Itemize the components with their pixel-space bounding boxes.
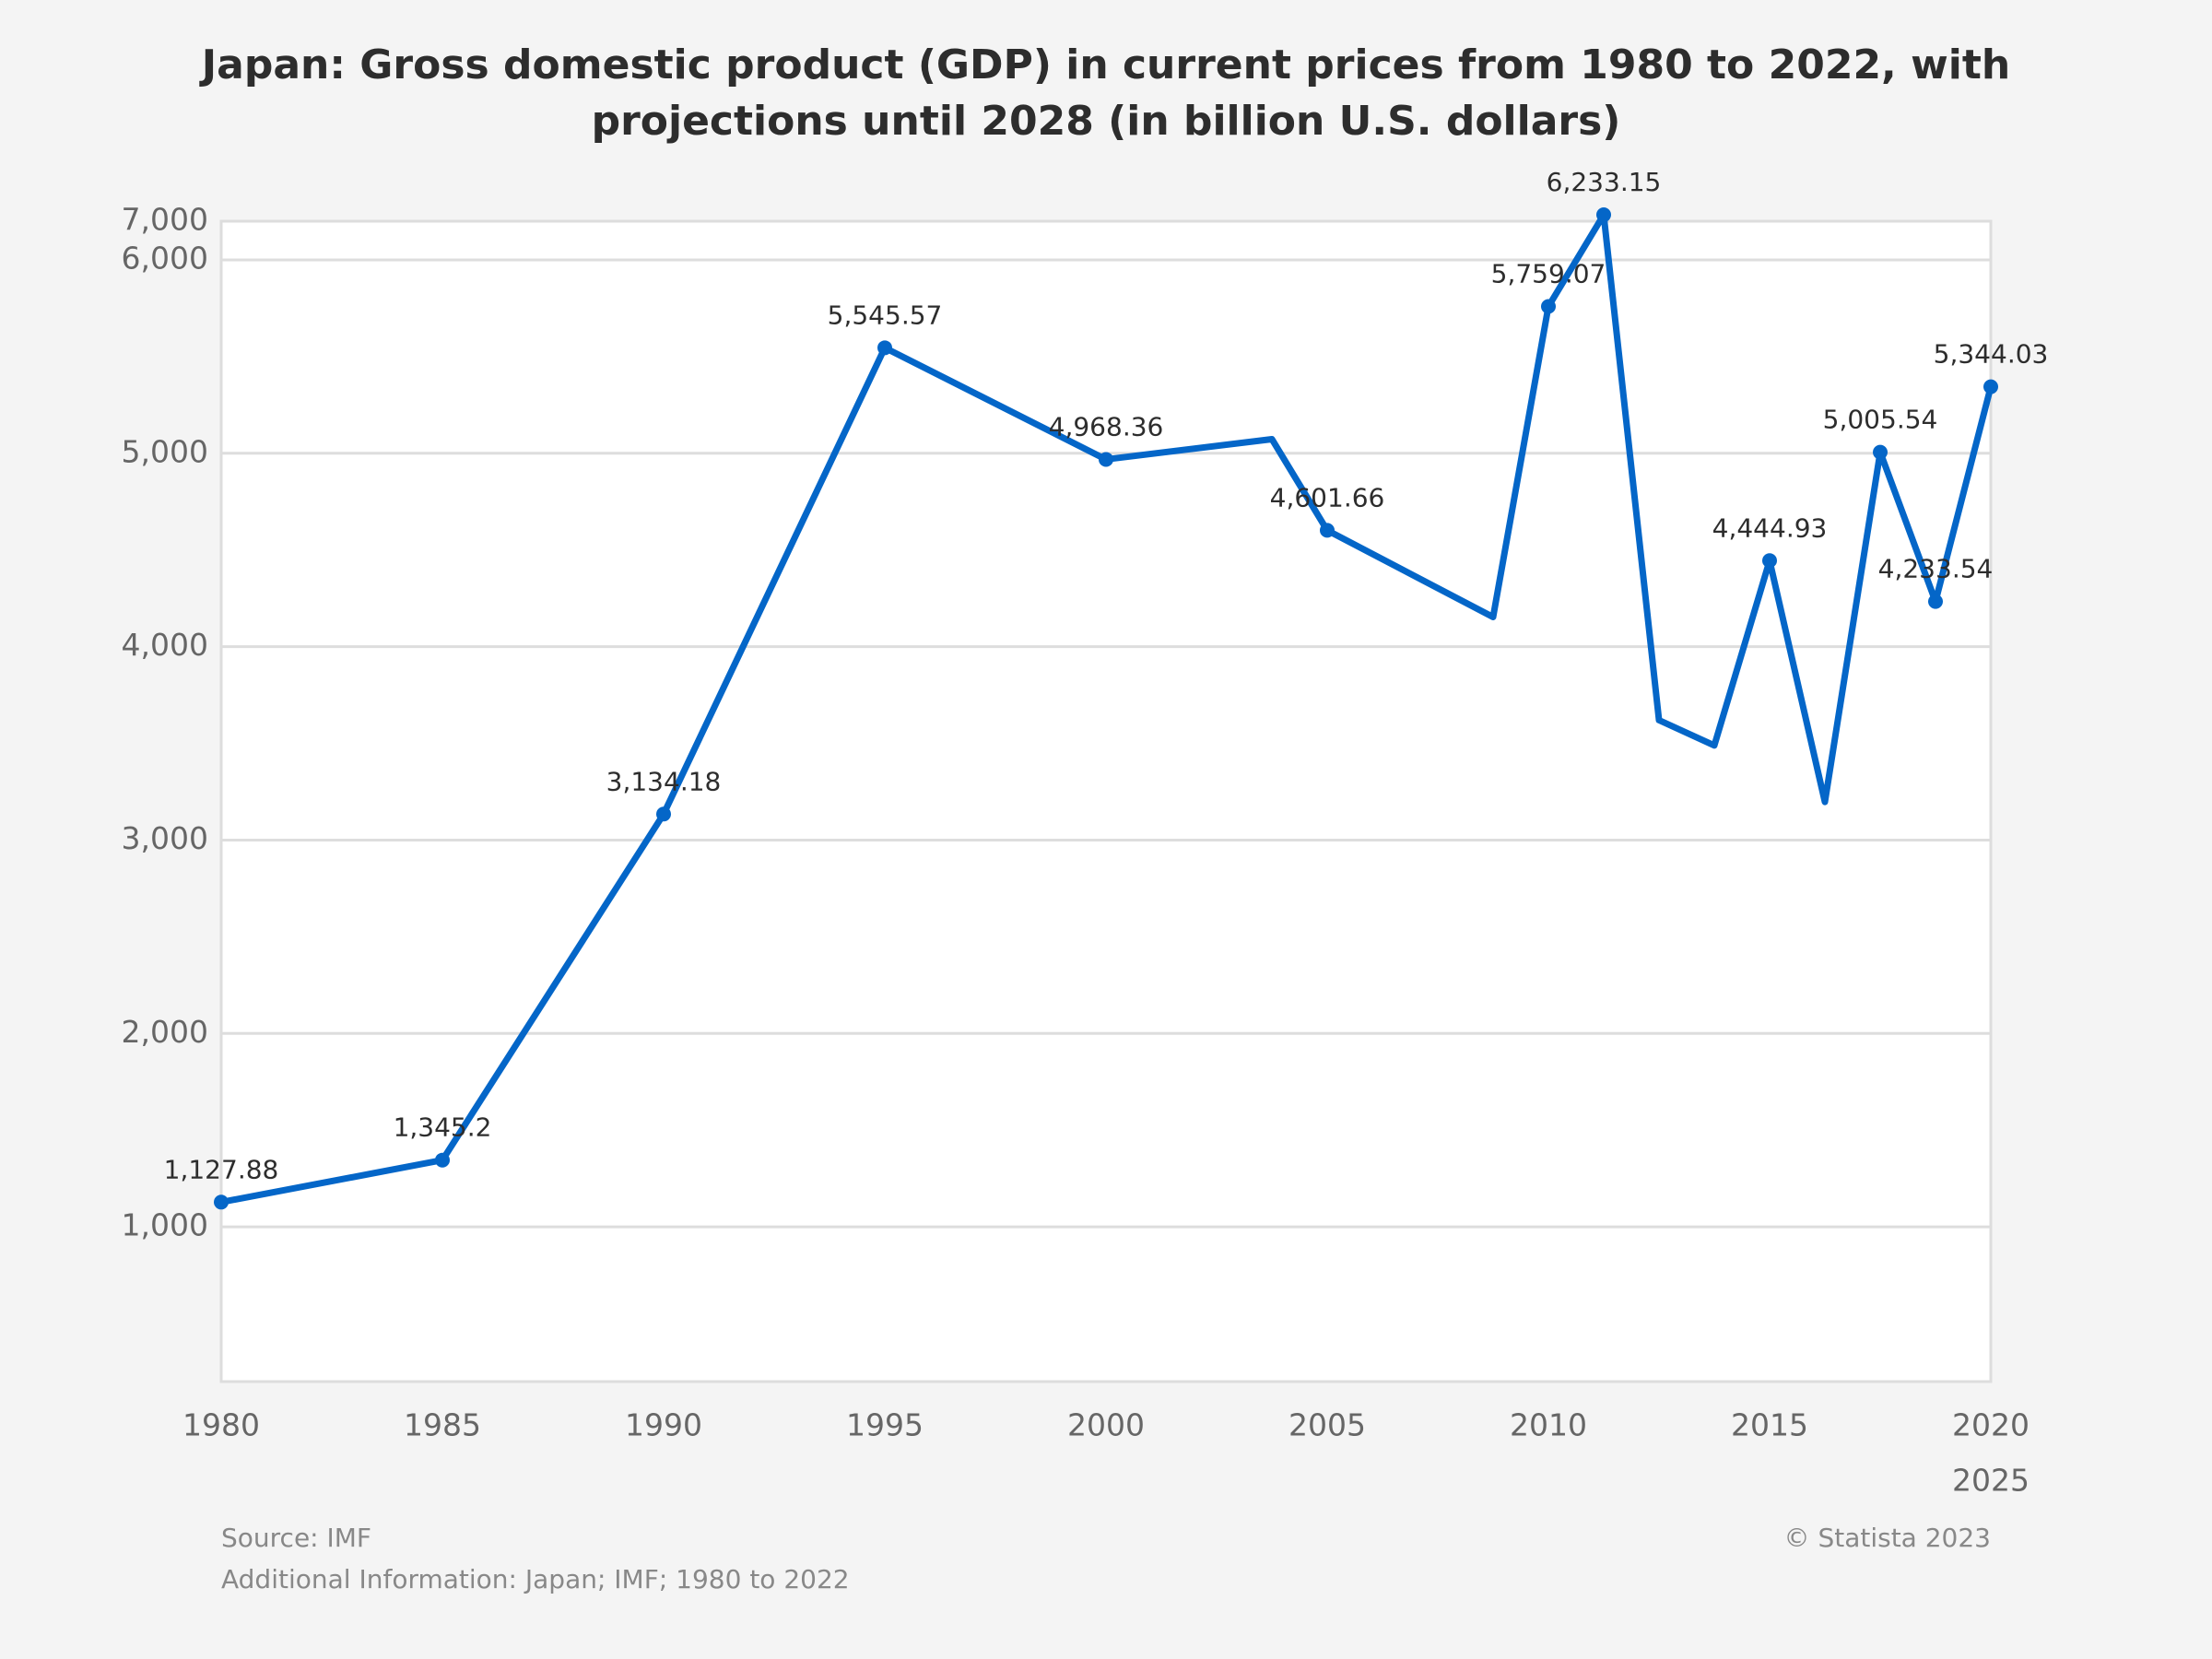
x-tick-label: 1990	[625, 1407, 702, 1443]
data-point	[1320, 523, 1335, 538]
x-tick-label: 2015	[1731, 1407, 1808, 1443]
data-point	[1541, 299, 1556, 314]
value-label: 5,545.57	[828, 300, 943, 330]
value-label: 4,968.36	[1049, 411, 1164, 441]
value-label: 5,344.03	[1934, 339, 2049, 370]
data-point	[1762, 553, 1777, 569]
x-tick-label: 2010	[1510, 1407, 1587, 1443]
value-label: 4,444.93	[1712, 512, 1828, 543]
data-point	[214, 1194, 229, 1210]
data-point	[1099, 452, 1113, 467]
data-point	[1983, 379, 1998, 394]
value-label: 1,127.88	[164, 1154, 279, 1184]
data-point	[656, 806, 671, 822]
x-tick-label: 2020	[1952, 1407, 2030, 1443]
data-point	[877, 340, 892, 356]
plot-area	[219, 219, 1993, 1383]
x-tick-label: 2025	[1952, 1463, 2030, 1499]
value-label: 5,005.54	[1823, 405, 1938, 435]
value-label: 1,345.2	[394, 1112, 492, 1143]
x-tick-label: 2000	[1067, 1407, 1145, 1443]
value-label: 4,601.66	[1270, 482, 1385, 512]
x-tick-label: 1980	[182, 1407, 260, 1443]
chart-title: Japan: Gross domestic product (GDP) in c…	[201, 41, 2011, 145]
y-tick-label: 3,000	[122, 820, 208, 856]
x-tick-label: 1985	[404, 1407, 481, 1443]
y-tick-label: 7,000	[122, 202, 208, 238]
value-label: 5,759.07	[1491, 259, 1606, 289]
y-tick-label: 6,000	[122, 240, 208, 276]
credit: © Statista 2023	[1784, 1523, 1991, 1553]
data-point	[1928, 594, 1943, 609]
additional-info: Additional Information: Japan; IMF; 1980…	[221, 1564, 850, 1594]
value-label: 3,134.18	[606, 766, 722, 796]
data-point	[1596, 207, 1611, 223]
value-label: 4,233.54	[1878, 554, 1994, 584]
y-tick-label: 4,000	[122, 627, 208, 663]
y-tick-label: 1,000	[122, 1207, 208, 1243]
source: Source: IMF	[221, 1523, 371, 1553]
y-tick-label: 2,000	[122, 1014, 208, 1050]
y-tick-label: 5,000	[122, 433, 208, 469]
data-point	[1873, 444, 1888, 460]
x-tick-label: 2005	[1288, 1407, 1366, 1443]
data-point	[435, 1152, 450, 1168]
x-tick-label: 1995	[846, 1407, 924, 1443]
value-label: 6,233.15	[1547, 167, 1662, 197]
